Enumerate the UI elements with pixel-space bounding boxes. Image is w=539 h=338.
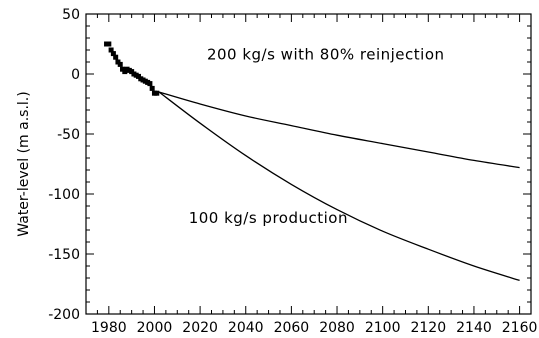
x-tick-label: 2080 xyxy=(319,320,355,336)
y-tick-label: -200 xyxy=(48,307,80,323)
plot-area xyxy=(85,13,532,315)
x-tick-label: 2040 xyxy=(228,320,264,336)
data-point-observed xyxy=(110,51,116,57)
x-tick-label: 2000 xyxy=(137,320,173,336)
y-tick-label: -150 xyxy=(48,247,80,263)
x-tick-label: 2060 xyxy=(274,320,310,336)
y-axis: 50 0 -50 -100 -150 -200 xyxy=(48,7,531,323)
series-layer xyxy=(104,41,520,282)
annotation-production: 100 kg/s production xyxy=(189,209,348,227)
y-tick-label: 0 xyxy=(71,67,80,83)
x-tick-label: 2120 xyxy=(410,320,446,336)
annotations: 200 kg/s with 80% reinjection 100 kg/s pr… xyxy=(189,46,445,227)
plot-frame xyxy=(85,13,532,315)
y-tick-label: 50 xyxy=(62,7,80,23)
x-tick-label: 2140 xyxy=(456,320,492,336)
data-point-observed xyxy=(149,85,155,91)
y-axis-title: Water-level (m a.s.l.) xyxy=(16,91,32,236)
y-tick-label: -100 xyxy=(48,187,80,203)
x-tick-label: 2100 xyxy=(365,320,401,336)
data-point-observed xyxy=(108,47,114,53)
data-point-observed xyxy=(106,41,112,47)
data-point-observed xyxy=(154,90,160,96)
x-tick-label: 2020 xyxy=(182,320,218,336)
x-tick-label: 1980 xyxy=(91,320,127,336)
data-point-observed xyxy=(147,81,153,87)
series-line-reinjection xyxy=(158,91,520,169)
x-tick-label: 2160 xyxy=(502,320,538,336)
data-point-observed xyxy=(113,54,119,60)
data-point-observed xyxy=(117,61,123,67)
annotation-reinjection: 200 kg/s with 80% reinjection xyxy=(207,46,445,64)
x-axis: 1980 2000 2020 2040 2060 2080 2100 2120 2140 2160 xyxy=(91,14,537,336)
y-tick-label: -50 xyxy=(57,127,80,143)
series-line-production xyxy=(158,91,520,282)
